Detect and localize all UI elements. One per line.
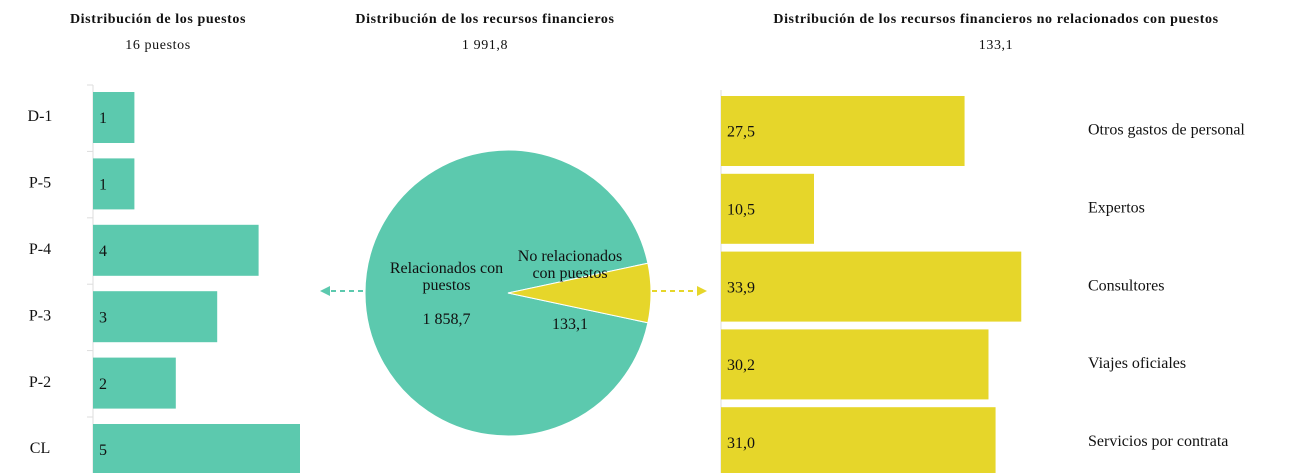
chart-title: Distribución de los puestos <box>70 12 246 27</box>
value-label: 1 <box>99 110 107 127</box>
value-label: 4 <box>99 243 107 260</box>
bar <box>721 251 1022 322</box>
category-label: P-4 <box>29 241 51 258</box>
bar <box>93 357 176 409</box>
category-label: D-1 <box>28 108 53 125</box>
category-label: Otros gastos de personal <box>1088 122 1245 139</box>
chart-title: Distribución de los recursos financieros… <box>773 12 1218 27</box>
value-label: 10,5 <box>727 201 755 218</box>
category-label: P-2 <box>29 374 51 391</box>
pie-slice <box>507 262 652 324</box>
category-label: Consultores <box>1088 277 1164 294</box>
category-label: P-3 <box>29 307 51 324</box>
value-label: 27,5 <box>727 124 755 141</box>
value-label: 33,9 <box>727 279 755 296</box>
value-label: 5 <box>99 442 107 459</box>
value-label: 30,2 <box>727 357 755 374</box>
bar <box>721 329 989 400</box>
bar <box>721 96 965 166</box>
arrow-left-head <box>320 286 330 296</box>
pie-category-label: No relacionados con puestos <box>517 248 623 282</box>
bar <box>93 424 300 473</box>
chart-subtitle: 133,1 <box>979 38 1014 53</box>
bar <box>721 407 996 473</box>
category-label: Viajes oficiales <box>1088 355 1186 372</box>
category-label: Expertos <box>1088 199 1145 216</box>
category-label: P-5 <box>29 175 51 192</box>
value-label: 2 <box>99 376 107 393</box>
chart-title: Distribución de los recursos financieros <box>355 12 614 27</box>
chart-subtitle: 1 991,8 <box>462 38 508 53</box>
bar <box>93 224 259 276</box>
chart-subtitle: 16 puestos <box>125 38 191 53</box>
bar <box>93 158 135 210</box>
bar <box>93 291 218 343</box>
pie-slice <box>364 149 649 437</box>
bar <box>721 173 814 244</box>
value-label: 1 <box>99 177 107 194</box>
bar <box>93 92 135 143</box>
arrow-right-head <box>697 286 707 296</box>
pie-value-label: 133,1 <box>552 316 588 333</box>
pie-category-label: Relacionados con puestos <box>389 260 504 294</box>
pie-value-label: 1 858,7 <box>422 311 471 328</box>
category-label: Servicios por contrata <box>1088 433 1228 450</box>
value-label: 31,0 <box>727 435 755 452</box>
value-label: 3 <box>99 309 107 326</box>
category-label: CL <box>30 440 50 457</box>
